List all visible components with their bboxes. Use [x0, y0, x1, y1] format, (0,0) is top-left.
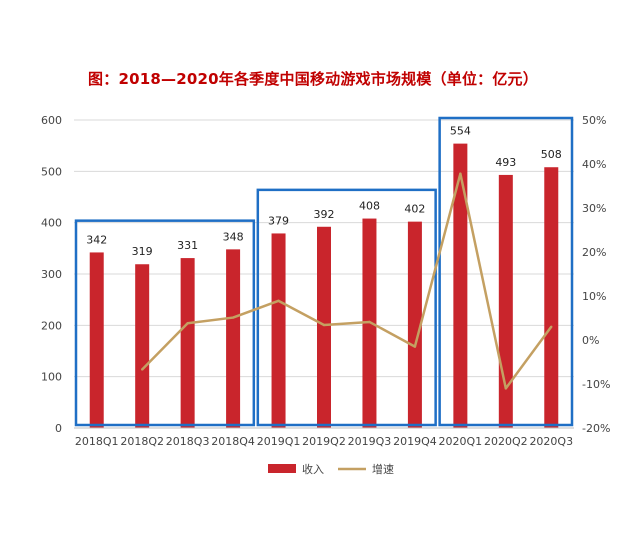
bar-2019Q4 — [407, 221, 422, 428]
data-label: 319 — [132, 245, 153, 258]
growth-point-2019Q1 — [277, 299, 280, 303]
line-series — [140, 172, 553, 390]
x-tick-label: 2019Q2 — [302, 435, 346, 448]
y-axis-right: -20% -10% 0% 10% 20% 30% 40% 50% — [582, 114, 610, 435]
x-tick-label: 2018Q4 — [211, 435, 255, 448]
y-right-tick: 40% — [582, 158, 606, 171]
y-right-tick: 0% — [582, 334, 599, 347]
data-label: 493 — [495, 156, 516, 169]
x-axis: 2018Q1 2018Q2 2018Q3 2018Q4 2019Q1 2019Q2 2019… — [74, 427, 574, 448]
x-tick-label: 2020Q3 — [529, 435, 573, 448]
y-left-tick: 0 — [55, 422, 62, 435]
highlight-box-2020Q1 — [438, 116, 574, 427]
x-tick-label: 2019Q3 — [348, 435, 392, 448]
bar-2020Q3 — [544, 167, 559, 428]
y-axis-left: 0 100 200 300 400 500 600 — [41, 114, 62, 435]
x-tick-label: 2020Q2 — [484, 435, 528, 448]
y-right-tick: 20% — [582, 246, 606, 259]
x-tick-label: 2018Q2 — [120, 435, 164, 448]
data-label: 348 — [223, 230, 244, 243]
growth-point-2018Q4 — [231, 316, 235, 319]
data-label: 392 — [314, 208, 335, 221]
growth-point-2018Q3 — [186, 322, 189, 325]
bar-2018Q3 — [180, 258, 195, 428]
chart-title: 图：2018—2020年各季度中国移动游戏市场规模（单位：亿元） — [88, 70, 538, 88]
growth-point-2019Q3 — [368, 320, 371, 324]
x-tick-label: 2019Q1 — [257, 435, 301, 448]
y-right-tick: 10% — [582, 290, 606, 303]
y-left-tick: 100 — [41, 371, 62, 384]
bar-2020Q1 — [453, 143, 468, 428]
x-tick-label: 2020Q1 — [439, 435, 483, 448]
growth-point-2019Q4 — [413, 345, 417, 348]
data-label: 331 — [177, 239, 198, 252]
y-right-tick: -20% — [582, 422, 610, 435]
x-tick-label: 2018Q3 — [166, 435, 210, 448]
legend-swatch-revenue — [268, 464, 296, 473]
data-label: 554 — [450, 125, 471, 138]
data-label: 508 — [541, 148, 562, 161]
data-label: 402 — [404, 203, 425, 216]
growth-line — [141, 172, 553, 390]
data-labels: 342 319 331 348 379 392 408 402 554 493 508 — [86, 125, 562, 259]
y-right-tick: -10% — [582, 378, 610, 391]
y-right-tick: 30% — [582, 202, 606, 215]
growth-point-2020Q3 — [550, 325, 553, 328]
x-tick-label: 2019Q4 — [393, 435, 437, 448]
legend: 收入 增速 — [268, 462, 394, 476]
legend-label-revenue: 收入 — [302, 462, 324, 476]
data-label: 342 — [86, 233, 107, 246]
bar-2018Q2 — [135, 264, 150, 428]
legend-label-growth: 增速 — [372, 462, 394, 476]
growth-point-2020Q2 — [504, 387, 508, 390]
data-label: 408 — [359, 200, 380, 213]
highlight-box-2018Q1 — [74, 219, 256, 427]
y-left-tick: 200 — [41, 319, 62, 332]
y-left-tick: 400 — [41, 217, 62, 230]
y-right-tick: 50% — [582, 114, 606, 127]
growth-point-2020Q1 — [459, 172, 462, 175]
bar-2018Q4 — [226, 249, 241, 428]
bar-series — [89, 143, 559, 428]
bar-2018Q1 — [89, 252, 104, 428]
bar-2019Q1 — [271, 233, 286, 428]
data-label: 379 — [268, 214, 289, 227]
y-left-tick: 500 — [41, 165, 62, 178]
y-left-tick: 300 — [41, 268, 62, 281]
bar-2020Q2 — [498, 174, 513, 428]
y-left-tick: 600 — [41, 114, 62, 127]
growth-point-2019Q2 — [322, 323, 326, 327]
bar-2019Q2 — [317, 226, 331, 428]
x-tick-label: 2018Q1 — [75, 435, 119, 448]
growth-point-2018Q2 — [140, 368, 144, 371]
